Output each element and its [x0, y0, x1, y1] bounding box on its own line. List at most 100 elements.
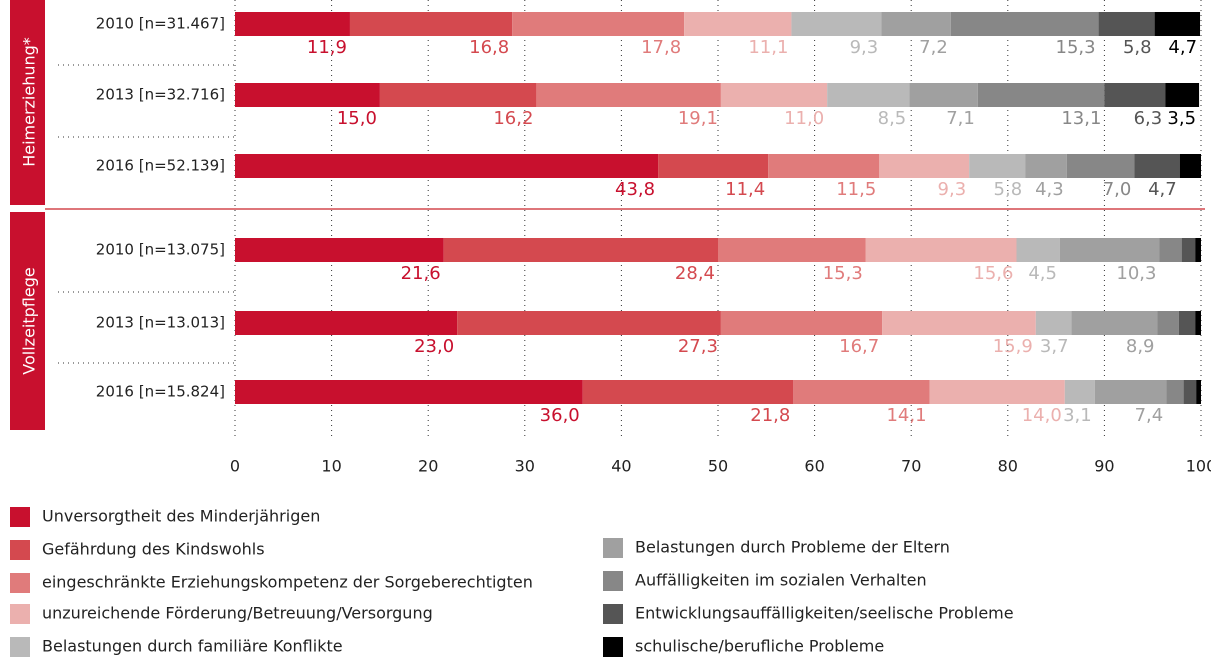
value-label: 13,1: [1061, 108, 1101, 129]
value-label: 23,0: [414, 336, 454, 357]
value-label: 9,3: [938, 179, 967, 200]
category-label: 2010 [n=13.075]: [96, 241, 225, 259]
group-label: Vollzeitpflege: [20, 267, 39, 374]
value-label: 11,9: [307, 37, 347, 58]
value-label: 15,3: [823, 263, 863, 284]
value-label: 3,7: [1040, 336, 1069, 357]
bar-segment: [235, 12, 350, 36]
value-label: 4,5: [1028, 263, 1057, 284]
bar-segment: [1064, 380, 1095, 404]
value-label: 11,4: [725, 179, 765, 200]
legend-label: schulische/berufliche Probleme: [635, 637, 884, 656]
bar-segment: [684, 12, 792, 36]
legend-swatch: [603, 538, 623, 558]
value-label: 8,5: [878, 108, 907, 129]
category-label: 2010 [n=31.467]: [96, 15, 225, 33]
category-label: 2016 [n=15.824]: [96, 383, 225, 401]
bar-segment: [865, 238, 1017, 262]
legend-swatch: [603, 637, 623, 657]
legend-label: Auffälligkeiten im sozialen Verhalten: [635, 571, 927, 590]
group-label: Heimerziehung*: [20, 37, 39, 167]
value-label: 15,6: [973, 263, 1013, 284]
bar-segment: [909, 83, 978, 107]
bar-segment: [1066, 154, 1135, 178]
bar-segment: [1166, 380, 1184, 404]
bar-segment: [582, 380, 794, 404]
value-label: 5,8: [994, 179, 1023, 200]
bar-segment: [720, 311, 883, 335]
value-label: 3,1: [1063, 405, 1092, 426]
value-label: 4,7: [1168, 37, 1197, 58]
bar-segment: [768, 154, 880, 178]
bar-segment: [1098, 12, 1155, 36]
bar-segment: [1159, 238, 1182, 262]
value-label: 9,3: [850, 37, 879, 58]
x-tick-label: 10: [321, 457, 341, 476]
value-label: 4,7: [1148, 179, 1177, 200]
x-tick-label: 40: [611, 457, 631, 476]
bar-segment: [1183, 380, 1197, 404]
category-label: 2016 [n=52.139]: [96, 157, 225, 175]
bar-segment: [457, 311, 721, 335]
bar-segment: [235, 154, 659, 178]
legend-label: Belastungen durch familiäre Konflikte: [42, 637, 343, 656]
bar-segment: [658, 154, 769, 178]
value-label: 11,5: [836, 179, 876, 200]
value-label: 14,0: [1022, 405, 1062, 426]
bar-segment: [1071, 311, 1158, 335]
category-label: 2013 [n=13.013]: [96, 314, 225, 332]
bar-segment: [512, 12, 685, 36]
bar-segment: [969, 154, 1026, 178]
x-tick-label: 20: [418, 457, 438, 476]
value-label: 11,0: [784, 108, 824, 129]
value-label: 16,2: [493, 108, 533, 129]
value-label: 6,3: [1134, 108, 1163, 129]
bar-segment: [1195, 311, 1201, 335]
bar-segment: [235, 83, 380, 107]
bar-segment: [881, 12, 951, 36]
value-label: 10,3: [1116, 263, 1156, 284]
bar-segment: [235, 311, 458, 335]
value-label: 15,3: [1056, 37, 1096, 58]
bar-segment: [379, 83, 537, 107]
bar-segment: [718, 238, 866, 262]
bar-segment: [1165, 83, 1200, 107]
legend-label: unzureichende Förderung/Betreuung/Versor…: [42, 604, 433, 623]
bar-segment: [950, 12, 1099, 36]
bar-segment: [1154, 12, 1201, 36]
x-tick-label: 70: [901, 457, 921, 476]
legend-label: Belastungen durch Probleme der Eltern: [635, 538, 950, 557]
bar-segment: [1094, 380, 1167, 404]
bar-segment: [1196, 380, 1201, 404]
value-label: 19,1: [678, 108, 718, 129]
x-tick-label: 50: [708, 457, 728, 476]
bar-segment: [1179, 154, 1201, 178]
bar-segment: [879, 154, 970, 178]
bar-segment: [720, 83, 828, 107]
legend-label: Entwicklungsauffälligkeiten/seelische Pr…: [635, 604, 1014, 623]
bar-segment: [235, 238, 444, 262]
value-label: 36,0: [540, 405, 580, 426]
value-label: 14,1: [886, 405, 926, 426]
value-label: 16,8: [469, 37, 509, 58]
value-label: 15,0: [337, 108, 377, 129]
bar-segment: [977, 83, 1105, 107]
legend-swatch: [10, 540, 30, 560]
value-label: 3,5: [1167, 108, 1196, 129]
value-label: 4,3: [1035, 179, 1064, 200]
x-tick-label: 60: [804, 457, 824, 476]
x-tick-label: 0: [230, 457, 240, 476]
value-label: 7,4: [1135, 405, 1164, 426]
value-label: 15,9: [993, 336, 1033, 357]
legend-swatch: [10, 604, 30, 624]
x-tick-label: 90: [1094, 457, 1114, 476]
bar-segment: [235, 380, 583, 404]
x-tick-label: 100: [1186, 457, 1211, 476]
value-label: 27,3: [678, 336, 718, 357]
legend-label: Gefährdung des Kindswohls: [42, 540, 265, 559]
group-box: [10, 0, 45, 205]
value-label: 21,8: [750, 405, 790, 426]
bar-segment: [443, 238, 718, 262]
bar-segment: [793, 380, 930, 404]
value-label: 43,8: [615, 179, 655, 200]
